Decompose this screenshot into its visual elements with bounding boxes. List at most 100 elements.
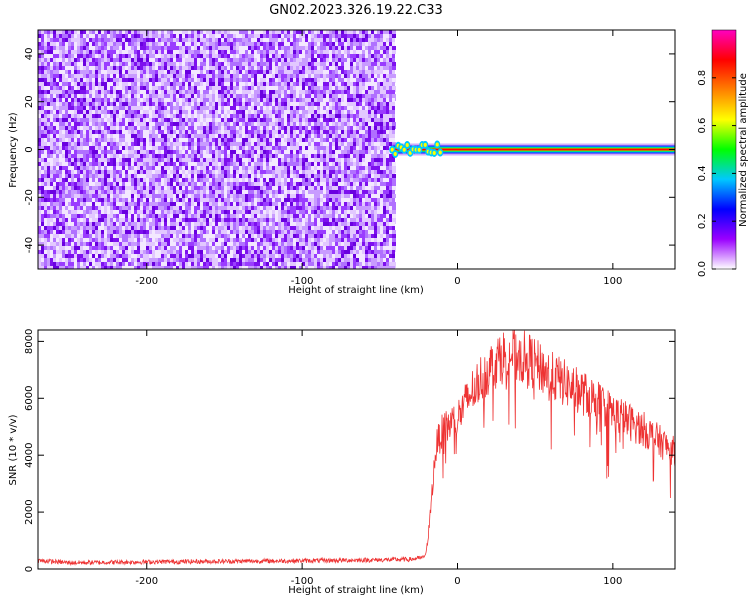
heatmap-cell	[59, 34, 63, 40]
heatmap-cell	[176, 226, 179, 230]
heatmap-cell	[269, 258, 273, 263]
heatmap-cell	[71, 98, 74, 103]
heatmap-cell	[254, 82, 257, 88]
heatmap-cell	[248, 30, 251, 34]
heatmap-cell	[242, 210, 245, 214]
heatmap-cell	[56, 30, 60, 35]
heatmap-cell	[65, 90, 69, 94]
heatmap-cell	[113, 94, 116, 101]
heatmap-cell	[101, 266, 104, 269]
heatmap-cell	[173, 222, 176, 227]
heatmap-cell	[167, 54, 171, 61]
heatmap-cell	[77, 174, 80, 180]
heatmap-cell	[218, 70, 222, 74]
heatmap-cell	[74, 242, 77, 246]
heatmap-cell	[107, 102, 111, 109]
heatmap-cell	[167, 266, 170, 269]
heatmap-cell	[146, 58, 150, 63]
heatmap-cell	[176, 174, 179, 178]
heatmap-cell	[137, 42, 141, 47]
heatmap-cell	[269, 138, 273, 144]
heatmap-cell	[41, 222, 45, 228]
heatmap-cell	[77, 66, 81, 73]
heatmap-cell	[122, 210, 126, 214]
heatmap-cell	[188, 158, 192, 162]
heatmap-cell	[221, 118, 224, 123]
heatmap-cell	[74, 126, 77, 130]
heatmap-cell	[131, 230, 135, 237]
heatmap-cell	[248, 94, 252, 100]
heatmap-cell	[230, 174, 233, 179]
heatmap-cell	[275, 114, 279, 118]
heatmap-cell	[281, 226, 284, 231]
heatmap-cell	[68, 186, 71, 191]
heatmap-cell	[209, 66, 212, 72]
heatmap-cell	[209, 82, 212, 87]
heatmap-cell	[209, 46, 212, 52]
heatmap-cell	[146, 214, 150, 219]
heatmap-cell	[128, 258, 132, 263]
heatmap-cell	[254, 162, 257, 168]
heatmap-cell	[200, 90, 204, 97]
heatmap-cell	[242, 250, 245, 255]
heatmap-cell	[80, 222, 83, 227]
heatmap-cell	[281, 30, 284, 37]
heatmap-cell	[71, 110, 75, 115]
heatmap-cell	[281, 246, 285, 251]
heatmap-cell	[143, 50, 147, 55]
heatmap-cell	[50, 206, 54, 212]
heatmap-cell	[242, 102, 246, 106]
heatmap-cell	[146, 78, 149, 83]
heatmap-cell	[98, 182, 101, 188]
heatmap-cell	[128, 226, 132, 230]
heatmap-cell	[131, 74, 134, 79]
heatmap-cell	[200, 74, 204, 79]
heatmap-cell	[164, 134, 168, 139]
heatmap-cell	[230, 90, 234, 94]
heatmap-cell	[89, 194, 92, 201]
heatmap-cell	[152, 110, 155, 114]
heatmap-cell	[215, 146, 219, 153]
heatmap-cell	[128, 266, 131, 269]
heatmap-cell	[68, 222, 71, 226]
heatmap-cell	[119, 146, 123, 152]
heatmap-cell	[44, 62, 47, 66]
heatmap-cell	[260, 38, 264, 44]
heatmap-cell	[254, 190, 257, 197]
heatmap-cell	[44, 166, 47, 172]
heatmap-cell	[107, 238, 111, 243]
heatmap-cell	[188, 86, 192, 93]
heatmap-cell	[263, 154, 266, 159]
heatmap-cell	[83, 190, 87, 196]
heatmap-cell	[71, 94, 75, 101]
heatmap-cell	[278, 222, 281, 227]
heatmap-cell	[176, 38, 179, 42]
heatmap-cell	[263, 174, 267, 180]
heatmap-cell	[227, 134, 230, 140]
heatmap-cell	[158, 110, 161, 115]
heatmap-cell	[278, 50, 281, 57]
heatmap-cell	[89, 134, 93, 141]
heatmap-cell	[188, 154, 192, 161]
heatmap-cell	[71, 214, 75, 220]
heatmap-cell	[260, 250, 264, 257]
heatmap-cell	[179, 150, 182, 155]
heatmap-cell	[245, 94, 248, 99]
heatmap-cell	[38, 98, 42, 103]
heatmap-cell	[164, 130, 168, 135]
heatmap-cell	[134, 238, 137, 243]
heatmap-cell	[248, 150, 251, 157]
heatmap-cell	[194, 50, 198, 54]
heatmap-cell	[263, 202, 267, 207]
heatmap-cell	[281, 114, 284, 120]
heatmap-cell	[110, 110, 114, 114]
heatmap-cell	[197, 30, 201, 37]
heatmap-cell	[284, 150, 288, 156]
heatmap-cell	[272, 202, 276, 206]
heatmap-cell	[65, 130, 68, 135]
heatmap-cell	[98, 206, 102, 213]
heatmap-cell	[242, 34, 246, 38]
heatmap-cell	[161, 146, 165, 152]
heatmap-cell	[107, 78, 111, 85]
heatmap-cell	[191, 114, 195, 120]
